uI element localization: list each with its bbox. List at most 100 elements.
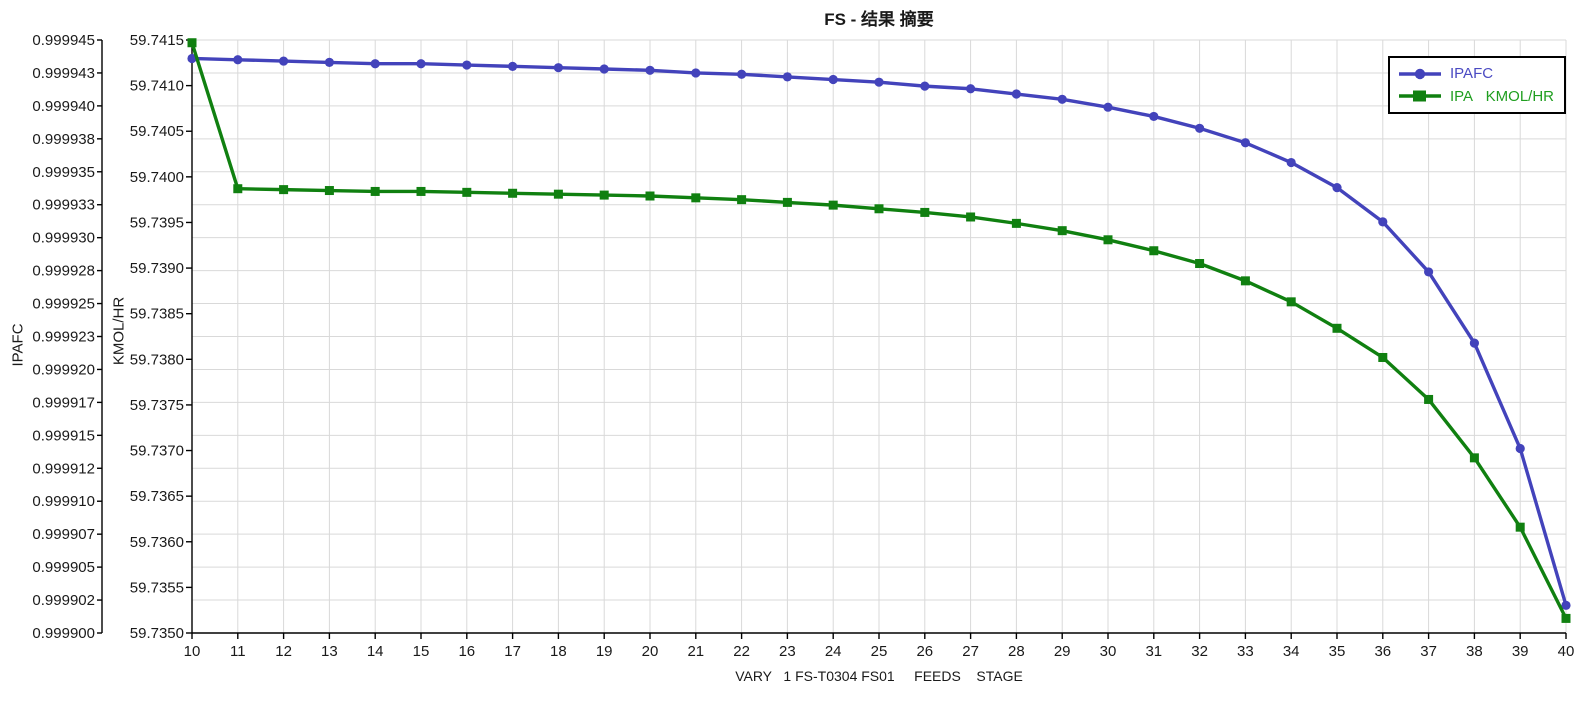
svg-text:59.7370: 59.7370 <box>130 443 184 460</box>
circle-marker-icon <box>874 77 884 87</box>
legend-label-ipafc: IPAFC <box>1450 65 1494 83</box>
circle-marker-icon <box>370 59 380 69</box>
svg-text:18: 18 <box>550 643 567 660</box>
svg-text:0.999900: 0.999900 <box>32 625 95 642</box>
svg-text:13: 13 <box>321 643 338 660</box>
svg-text:38: 38 <box>1466 643 1483 660</box>
square-marker-icon <box>233 184 243 194</box>
legend-label-ipa-name: IPA <box>1450 87 1474 105</box>
square-marker-icon <box>324 186 334 196</box>
svg-text:0.999935: 0.999935 <box>32 164 95 181</box>
svg-text:17: 17 <box>504 643 521 660</box>
square-marker-icon <box>1240 276 1250 286</box>
svg-text:0.999928: 0.999928 <box>32 263 95 280</box>
square-marker-icon <box>645 191 655 201</box>
legend-item-ipa: IPA KMOL/HR <box>1399 88 1554 105</box>
circle-marker-icon <box>1011 89 1022 99</box>
svg-text:30: 30 <box>1100 643 1117 660</box>
svg-text:0.999923: 0.999923 <box>32 329 95 346</box>
line-circle-marker-icon <box>1399 68 1441 80</box>
svg-text:25: 25 <box>871 643 888 660</box>
circle-marker-icon <box>645 65 655 75</box>
circle-marker-icon <box>233 55 243 65</box>
square-marker-icon <box>966 212 976 222</box>
svg-text:59.7390: 59.7390 <box>130 260 184 277</box>
legend: IPAFC IPA KMOL/HR <box>1388 56 1566 114</box>
circle-marker-icon <box>599 64 609 74</box>
circle-marker-icon <box>737 69 747 79</box>
svg-text:16: 16 <box>458 643 475 660</box>
svg-text:0.999943: 0.999943 <box>32 65 95 82</box>
square-marker-icon <box>1561 613 1571 623</box>
svg-text:0.999945: 0.999945 <box>32 32 95 49</box>
svg-text:28: 28 <box>1008 643 1025 660</box>
square-marker-icon <box>1286 297 1296 307</box>
circle-marker-icon <box>553 63 564 73</box>
svg-text:0.999905: 0.999905 <box>32 559 95 576</box>
line-square-marker-icon <box>1399 90 1441 102</box>
svg-text:37: 37 <box>1420 643 1437 660</box>
svg-text:14: 14 <box>367 643 384 660</box>
square-marker-icon <box>691 193 701 203</box>
circle-marker-icon <box>279 56 289 66</box>
svg-text:0.999925: 0.999925 <box>32 296 95 313</box>
svg-text:39: 39 <box>1512 643 1529 660</box>
svg-text:36: 36 <box>1374 643 1391 660</box>
svg-text:24: 24 <box>825 643 842 660</box>
svg-text:34: 34 <box>1283 643 1300 660</box>
circle-marker-icon <box>1378 217 1388 227</box>
svg-text:26: 26 <box>916 643 933 660</box>
svg-text:33: 33 <box>1237 643 1254 660</box>
svg-text:59.7400: 59.7400 <box>130 169 184 186</box>
svg-text:59.7410: 59.7410 <box>130 78 184 95</box>
circle-marker-icon <box>1469 338 1479 348</box>
svg-text:35: 35 <box>1329 643 1346 660</box>
svg-text:0.999917: 0.999917 <box>32 394 95 411</box>
square-marker-icon <box>1424 394 1434 404</box>
svg-text:22: 22 <box>733 643 750 660</box>
svg-text:0.999933: 0.999933 <box>32 197 95 214</box>
legend-label-ipa: IPA KMOL/HR <box>1450 88 1554 105</box>
square-marker-icon <box>1378 352 1388 362</box>
svg-text:59.7375: 59.7375 <box>130 397 184 414</box>
square-marker-icon <box>599 190 609 200</box>
square-marker-icon <box>370 186 380 196</box>
svg-text:32: 32 <box>1191 643 1208 660</box>
svg-text:12: 12 <box>275 643 292 660</box>
circle-marker-icon <box>1332 182 1342 193</box>
circle-marker-icon <box>1103 102 1113 112</box>
square-marker-icon <box>462 187 472 197</box>
svg-text:0.999938: 0.999938 <box>32 131 95 148</box>
svg-text:40: 40 <box>1558 643 1575 660</box>
circle-marker-icon <box>1149 111 1159 122</box>
svg-text:0.999940: 0.999940 <box>32 98 95 115</box>
legend-label-ipa-units: KMOL/HR <box>1485 87 1554 105</box>
x-axis-title: VARY 1 FS-T0304 FS01 FEEDS STAGE <box>735 668 1023 684</box>
square-marker-icon <box>1515 522 1525 532</box>
chart-title: FS - 结果 摘要 <box>824 10 934 29</box>
svg-text:59.7355: 59.7355 <box>130 579 184 596</box>
svg-text:0.999930: 0.999930 <box>32 230 95 247</box>
circle-marker-icon <box>1195 123 1205 133</box>
circle-marker-icon <box>187 53 197 64</box>
circle-marker-icon <box>416 59 426 69</box>
svg-text:29: 29 <box>1054 643 1071 660</box>
square-marker-icon <box>1469 453 1479 463</box>
svg-text:15: 15 <box>413 643 430 660</box>
svg-text:0.999907: 0.999907 <box>32 526 95 543</box>
circle-marker-icon <box>920 81 930 91</box>
square-marker-icon <box>782 197 792 207</box>
svg-text:11: 11 <box>230 643 246 660</box>
svg-text:59.7415: 59.7415 <box>130 32 184 49</box>
svg-text:59.7350: 59.7350 <box>130 625 184 642</box>
circle-marker-icon <box>966 84 976 94</box>
circle-marker-icon <box>828 74 838 85</box>
svg-text:21: 21 <box>687 643 704 660</box>
svg-text:0.999912: 0.999912 <box>32 460 95 477</box>
circle-marker-icon <box>324 57 334 68</box>
square-marker-icon <box>416 186 426 196</box>
circle-marker-icon <box>1240 138 1250 148</box>
circle-marker-icon <box>1057 94 1067 104</box>
